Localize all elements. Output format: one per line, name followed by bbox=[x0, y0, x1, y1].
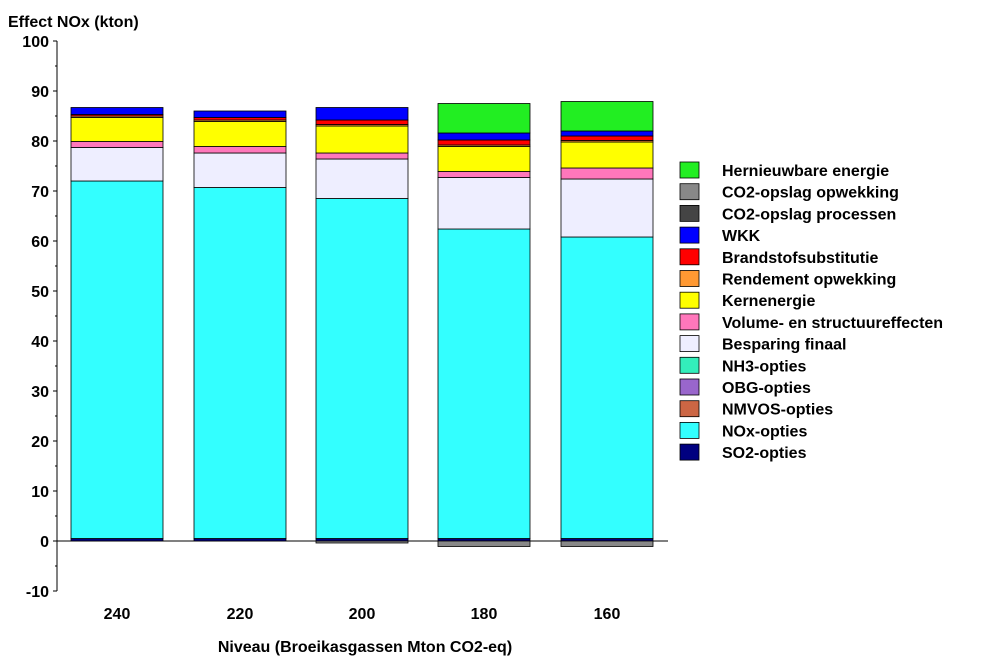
y-tick-label: 0 bbox=[40, 534, 49, 551]
legend-label: Rendement opwekking bbox=[722, 272, 896, 289]
bar-segment bbox=[315, 125, 409, 154]
axes: -10 0 10 20 30 40 50 60 70 80 90 100 bbox=[22, 34, 668, 601]
x-tick-label: 220 bbox=[227, 606, 254, 623]
bar-segment bbox=[193, 187, 287, 539]
bar-segment bbox=[315, 152, 409, 160]
legend-swatch bbox=[679, 270, 700, 287]
bar-segment bbox=[70, 107, 164, 115]
legend-swatch bbox=[679, 291, 700, 309]
bar-segment bbox=[437, 177, 531, 230]
legend-swatch bbox=[679, 378, 700, 396]
bar-segment bbox=[560, 178, 654, 238]
bar-segment bbox=[70, 147, 164, 182]
bar-segment bbox=[560, 135, 654, 141]
bar-segment bbox=[315, 158, 409, 199]
y-tick-label: 50 bbox=[31, 284, 49, 301]
y-axis-title: Effect NOx (kton) bbox=[8, 14, 139, 31]
bar-segment bbox=[437, 228, 531, 539]
legend-swatch bbox=[679, 335, 700, 353]
bar-segment bbox=[193, 152, 287, 188]
y-tick-label: 10 bbox=[31, 484, 49, 501]
bar-segment bbox=[315, 119, 409, 125]
bar-segment bbox=[560, 167, 654, 180]
legend-label: NMVOS-opties bbox=[722, 402, 833, 419]
legend-swatch bbox=[679, 248, 700, 266]
bar-segment bbox=[560, 101, 654, 132]
bar-segment bbox=[437, 132, 531, 141]
legend: Hernieuwbare energie CO2-opslag opwekking… bbox=[679, 161, 943, 462]
x-tick-label: 160 bbox=[594, 606, 621, 623]
legend-swatch bbox=[679, 161, 700, 179]
legend-label: Hernieuwbare energie bbox=[722, 163, 889, 180]
y-tick-label: 70 bbox=[31, 184, 49, 201]
y-tick-label: 100 bbox=[22, 34, 49, 51]
legend-label: WKK bbox=[722, 228, 761, 245]
bars: 240 220 200 180 160 bbox=[70, 101, 654, 623]
bar-segment bbox=[560, 130, 654, 137]
legend-swatch bbox=[679, 183, 700, 201]
bar-segment bbox=[193, 121, 287, 147]
legend-swatch bbox=[679, 313, 700, 331]
legend-swatch bbox=[679, 421, 700, 439]
bar-segment bbox=[560, 141, 654, 169]
bar-segment bbox=[437, 171, 531, 178]
y-tick-label: 90 bbox=[31, 84, 49, 101]
legend-label: Kernenergie bbox=[722, 293, 815, 310]
bar-segment bbox=[437, 540, 531, 547]
y-tick-label: -10 bbox=[26, 584, 49, 601]
legend-label: Brandstofsubstitutie bbox=[722, 250, 879, 267]
legend-swatch bbox=[679, 400, 700, 418]
legend-label: CO2-opslag processen bbox=[722, 206, 896, 223]
legend-swatch bbox=[679, 356, 700, 374]
y-tick-label: 60 bbox=[31, 234, 49, 251]
bar-segment bbox=[437, 139, 531, 146]
legend-swatch bbox=[679, 443, 700, 461]
y-tick-label: 20 bbox=[31, 434, 49, 451]
bar-segment bbox=[560, 540, 654, 547]
legend-label: NH3-opties bbox=[722, 358, 807, 375]
legend-label: SO2-opties bbox=[722, 445, 807, 462]
legend-label: Volume- en structuureffecten bbox=[722, 315, 943, 332]
x-tick-label: 180 bbox=[471, 606, 498, 623]
x-tick-label: 240 bbox=[104, 606, 131, 623]
y-tick-label: 80 bbox=[31, 134, 49, 151]
bar-segment bbox=[70, 180, 164, 539]
bar-segment bbox=[315, 107, 409, 121]
x-axis-title: Niveau (Broeikasgassen Mton CO2-eq) bbox=[218, 639, 512, 656]
bar-segment bbox=[193, 146, 287, 154]
y-tick-label: 40 bbox=[31, 334, 49, 351]
bar-segment bbox=[315, 540, 409, 544]
legend-swatch bbox=[679, 226, 700, 244]
bar-segment bbox=[70, 117, 164, 142]
x-tick-label: 200 bbox=[349, 606, 376, 623]
bar-segment bbox=[315, 198, 409, 539]
bar-segment bbox=[437, 146, 531, 172]
bar-segment bbox=[437, 103, 531, 134]
legend-label: OBG-opties bbox=[722, 380, 811, 397]
y-tick-label: 30 bbox=[31, 384, 49, 401]
legend-label: Besparing finaal bbox=[722, 337, 846, 354]
legend-label: CO2-opslag opwekking bbox=[722, 185, 899, 202]
legend-label: NOx-opties bbox=[722, 423, 807, 440]
bar-segment bbox=[193, 110, 287, 118]
legend-swatch bbox=[679, 204, 700, 222]
bar-segment bbox=[560, 236, 654, 539]
bar-segment bbox=[70, 141, 164, 148]
